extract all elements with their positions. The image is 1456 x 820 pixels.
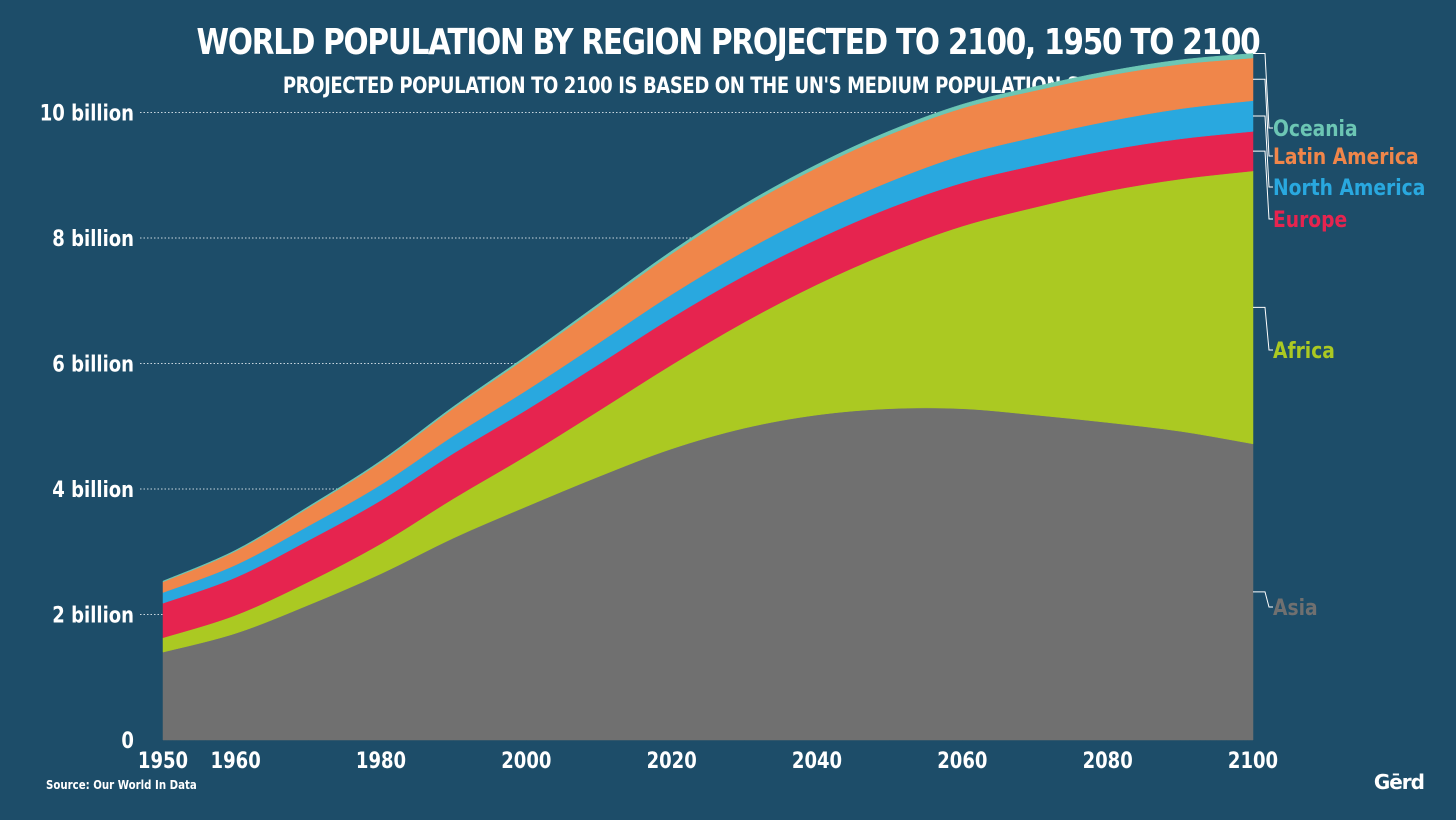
y-tick-label: 2 billion — [52, 602, 134, 628]
y-tick-label: 8 billion — [52, 225, 134, 251]
source-note: Source: Our World In Data — [46, 778, 197, 792]
leader-line — [1253, 115, 1273, 188]
leader-line — [1253, 306, 1273, 351]
x-tick-label: 1980 — [356, 747, 406, 773]
y-tick-label: 10 billion — [40, 100, 134, 126]
x-tick-label: 2020 — [647, 747, 697, 773]
leader-line — [1253, 52, 1273, 129]
leader-line — [1253, 150, 1273, 220]
y-tick-label: 6 billion — [52, 351, 134, 377]
x-tick-label: 2000 — [501, 747, 551, 773]
x-tick-label: 2060 — [937, 747, 987, 773]
leader-line — [1253, 78, 1273, 157]
x-tick-label: 2040 — [792, 747, 842, 773]
y-axis-ticks: 0 2 billion 4 billion 6 billion 8 billion 10 … — [40, 100, 134, 754]
y-tick-label: 0 — [121, 727, 134, 753]
series-label: Oceania — [1273, 116, 1358, 142]
brand-logo: Gērd — [1373, 770, 1425, 794]
leader-line — [1253, 591, 1273, 608]
series-label: Africa — [1273, 338, 1335, 364]
area-series — [162, 53, 1254, 741]
y-tick-label: 4 billion — [52, 476, 134, 502]
series-labels: Asia Africa Europe North America Latin Ameri… — [1253, 52, 1425, 621]
x-tick-label: 2080 — [1083, 747, 1133, 773]
x-tick-label: 2100 — [1228, 747, 1278, 773]
chart-title: WORLD POPULATION BY REGION PROJECTED TO … — [196, 22, 1261, 63]
x-axis-ticks: 1950 1960 1980 2000 2020 2040 2060 2080 2100 — [138, 747, 1278, 773]
series-label: Latin America — [1273, 144, 1419, 170]
x-tick-label: 1950 — [138, 747, 188, 773]
series-label: Asia — [1273, 595, 1318, 621]
area-oceania — [162, 53, 1254, 583]
series-label: Europe — [1273, 207, 1347, 233]
series-label: North America — [1273, 175, 1425, 201]
x-tick-label: 1960 — [211, 747, 261, 773]
